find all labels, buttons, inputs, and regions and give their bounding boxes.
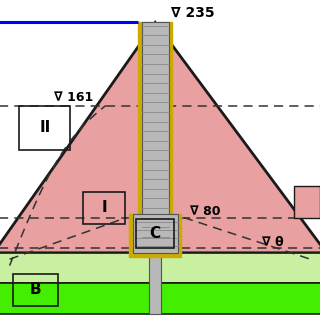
- Text: ∇ 235: ∇ 235: [171, 6, 215, 20]
- Text: II: II: [39, 121, 51, 135]
- Bar: [136, 219, 174, 248]
- Bar: [83, 192, 125, 224]
- Text: ∇ θ: ∇ θ: [262, 236, 284, 249]
- Polygon shape: [0, 22, 320, 253]
- Bar: [0, 283, 320, 314]
- Text: ∇ 80: ∇ 80: [190, 205, 221, 218]
- Bar: [138, 22, 172, 253]
- Text: B: B: [29, 282, 41, 297]
- Bar: [294, 186, 320, 218]
- Bar: [0, 253, 320, 283]
- Bar: [142, 22, 169, 251]
- Bar: [13, 274, 58, 306]
- Bar: [19, 106, 70, 150]
- Text: C: C: [150, 226, 161, 241]
- Text: I: I: [101, 201, 107, 215]
- Bar: [149, 253, 161, 314]
- Text: ∇ 161: ∇ 161: [54, 91, 94, 104]
- Bar: [129, 214, 181, 257]
- Bar: [133, 214, 178, 253]
